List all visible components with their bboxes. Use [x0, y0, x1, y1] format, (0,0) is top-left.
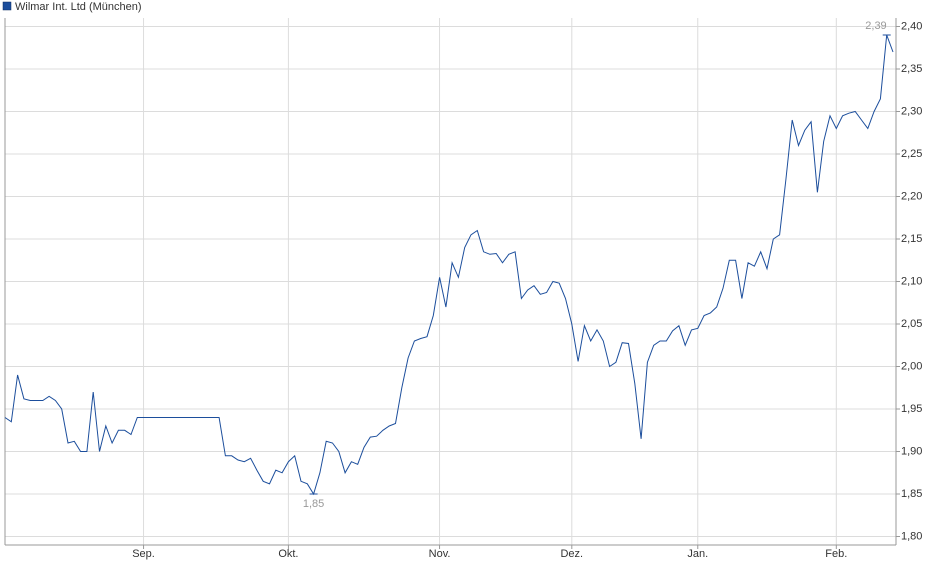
x-tick-label: Feb. — [825, 548, 847, 560]
y-tick-label: 2,20 — [901, 190, 922, 202]
y-tick-label: 1,95 — [901, 403, 922, 415]
y-tick-label: 2,25 — [901, 148, 922, 160]
legend-swatch — [2, 1, 12, 11]
y-tick-label: 2,40 — [901, 20, 922, 32]
annotation-label: 2,39 — [865, 20, 886, 32]
y-tick-label: 1,80 — [901, 530, 922, 542]
y-tick-label: 2,15 — [901, 233, 922, 245]
y-tick-label: 2,00 — [901, 360, 922, 372]
x-tick-label: Dez. — [560, 548, 583, 560]
y-tick-label: 1,90 — [901, 445, 922, 457]
annotation-label: 1,85 — [303, 498, 324, 510]
y-tick-label: 2,05 — [901, 318, 922, 330]
y-tick-label: 2,10 — [901, 275, 922, 287]
x-tick-label: Sep. — [132, 548, 155, 560]
legend-label: Wilmar Int. Ltd (München) — [15, 1, 142, 13]
x-tick-label: Nov. — [429, 548, 451, 560]
y-tick-label: 1,85 — [901, 488, 922, 500]
x-tick-label: Jan. — [687, 548, 708, 560]
price-line — [4, 34, 894, 496]
y-tick-label: 2,30 — [901, 105, 922, 117]
y-tick-label: 2,35 — [901, 63, 922, 75]
x-tick-label: Okt. — [278, 548, 298, 560]
